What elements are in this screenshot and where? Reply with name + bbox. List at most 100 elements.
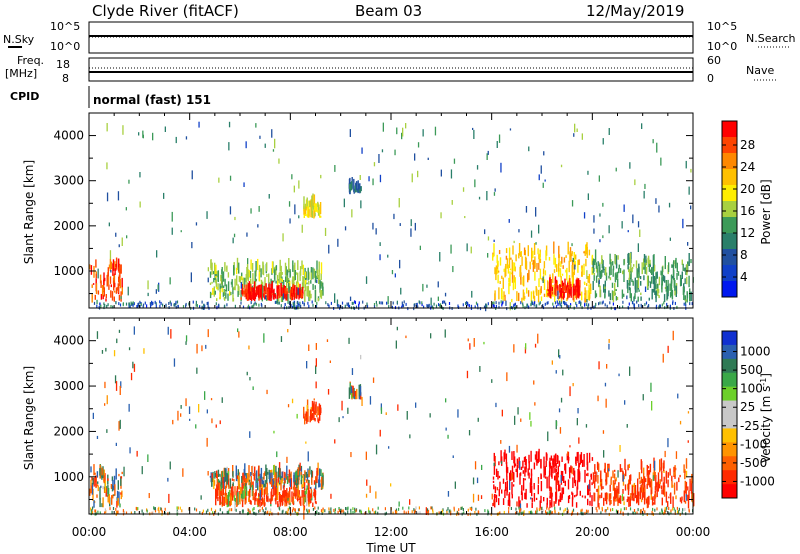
data-cell: [554, 287, 556, 295]
data-cell: [221, 496, 224, 506]
data-cell: [313, 203, 316, 210]
data-cell: [652, 475, 655, 481]
data-cell: [528, 454, 530, 464]
data-cell: [634, 179, 636, 186]
data-cell: [531, 502, 533, 508]
data-cell: [254, 493, 256, 505]
data-cell: [311, 195, 313, 206]
data-cell: [528, 472, 530, 479]
data-cell: [418, 506, 420, 510]
data-cell: [315, 401, 317, 414]
data-cell: [688, 253, 690, 266]
data-cell: [409, 434, 411, 439]
data-cell: [291, 297, 293, 300]
data-cell: [354, 507, 356, 511]
data-cell: [643, 492, 646, 505]
data-cell: [138, 302, 140, 306]
data-cell: [501, 289, 503, 297]
data-cell: [513, 344, 515, 353]
data-cell: [303, 196, 305, 210]
data-cell: [537, 289, 540, 303]
data-cell: [442, 300, 444, 304]
data-cell: [567, 241, 569, 255]
data-cell: [645, 266, 648, 275]
data-cell: [575, 301, 577, 305]
data-cell: [283, 481, 285, 488]
data-cell: [120, 264, 122, 274]
data-cell: [125, 207, 127, 211]
data-cell: [560, 288, 563, 297]
data-cell: [508, 258, 511, 268]
data-cell: [148, 493, 150, 499]
data-cell: [93, 477, 95, 487]
data-cell: [602, 260, 604, 273]
data-cell: [248, 479, 251, 482]
data-cell: [218, 177, 220, 183]
data-cell: [361, 147, 363, 154]
data-cell: [421, 301, 423, 305]
data-cell: [375, 491, 377, 499]
data-cell: [691, 302, 693, 306]
data-cell: [156, 250, 158, 258]
data-cell: [609, 253, 611, 265]
data-cell: [674, 301, 676, 305]
data-cell: [293, 492, 295, 497]
data-cell: [260, 467, 263, 481]
data-cell: [90, 479, 92, 486]
data-cell: [242, 509, 244, 513]
data-cell: [294, 508, 296, 512]
data-cell: [242, 277, 245, 281]
data-cell: [406, 411, 408, 420]
data-cell: [267, 289, 269, 300]
data-cell: [540, 473, 542, 480]
data-cell: [467, 302, 469, 305]
data-cell: [510, 257, 512, 260]
data-cell: [559, 507, 561, 511]
data-cell: [358, 301, 360, 305]
data-cell: [586, 461, 589, 471]
data-cell: [313, 206, 316, 211]
data-cell: [289, 473, 291, 478]
data-cell: [203, 303, 205, 307]
data-cell: [537, 484, 539, 495]
data-cell: [626, 499, 628, 503]
data-cell: [112, 494, 114, 499]
data-cell: [115, 442, 117, 446]
data-cell: [658, 295, 660, 299]
data-cell: [461, 506, 463, 510]
data-cell: [273, 288, 275, 300]
data-cell: [415, 303, 417, 306]
data-cell: [629, 507, 632, 511]
data-cell: [294, 480, 296, 485]
data-cell: [241, 476, 243, 484]
data-cell: [216, 298, 218, 302]
data-cell: [688, 275, 690, 288]
data-cell: [671, 480, 673, 488]
data-cell: [493, 495, 496, 498]
data-cell: [173, 358, 176, 367]
data-cell: [358, 395, 361, 400]
data-cell: [548, 290, 550, 297]
data-cell: [507, 264, 510, 274]
data-cell: [571, 251, 573, 254]
data-cell: [302, 497, 305, 507]
data-cell: [519, 461, 521, 470]
data-cell: [247, 490, 249, 496]
data-cell: [278, 289, 280, 299]
data-cell: [651, 510, 653, 514]
data-cell: [221, 511, 224, 515]
data-cell: [350, 452, 352, 458]
data-cell: [401, 132, 403, 140]
data-cell: [286, 477, 288, 480]
data-cell: [175, 305, 177, 309]
colorbar-segment: [722, 121, 737, 138]
data-cell: [269, 472, 271, 482]
data-cell: [618, 482, 620, 494]
data-cell: [168, 302, 170, 305]
data-cell: [416, 302, 418, 306]
data-cell: [419, 301, 421, 305]
data-cell: [525, 261, 528, 271]
data-cell: [325, 301, 327, 305]
data-cell: [116, 490, 119, 504]
data-cell: [504, 482, 507, 491]
